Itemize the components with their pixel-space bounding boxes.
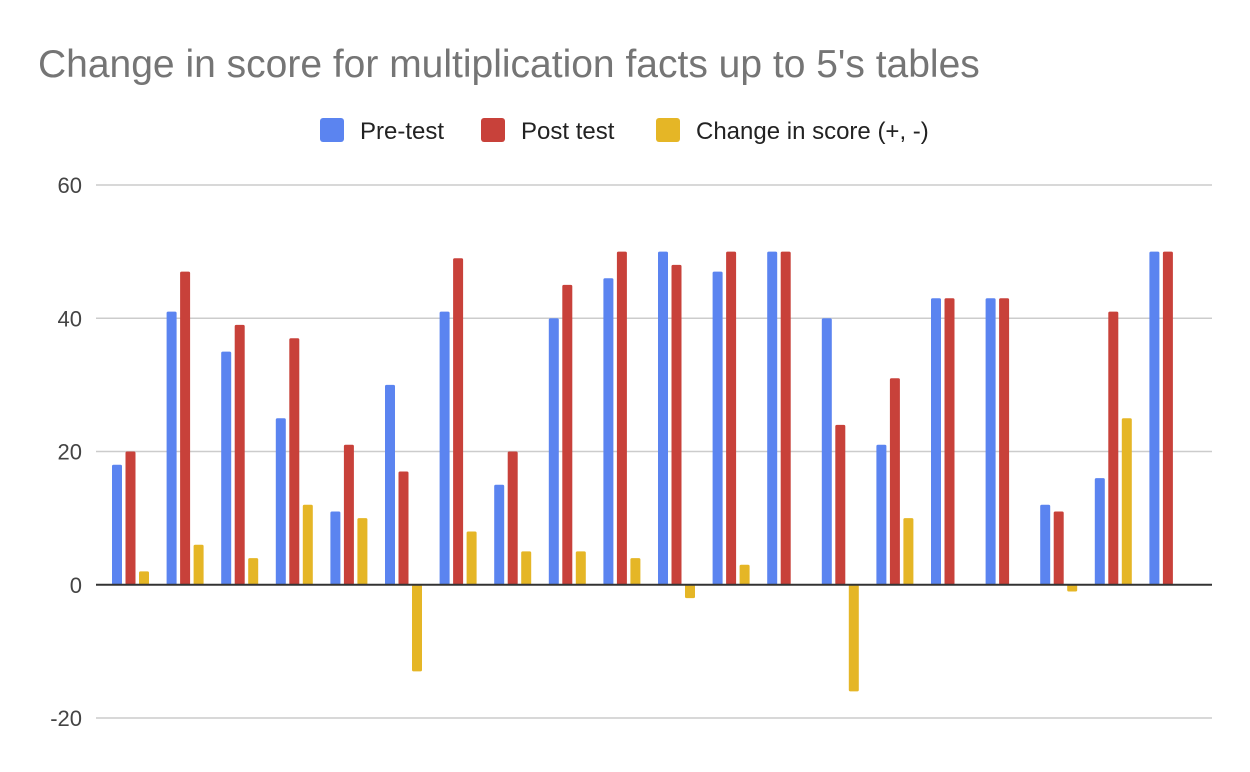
legend-item-1: Pre-test xyxy=(320,118,444,145)
bar-1-10 xyxy=(603,278,614,585)
bar-2-9 xyxy=(562,284,573,585)
legend-item-3: Change in score (+, -) xyxy=(656,118,929,145)
bar-1-20 xyxy=(1149,251,1160,585)
bar-2-3 xyxy=(234,324,245,585)
bar-1-2 xyxy=(166,311,177,585)
bar-1-3 xyxy=(221,351,232,585)
y-tick-label: 60 xyxy=(58,173,82,198)
bar-2-8 xyxy=(507,451,518,585)
legend-item-2: Post test xyxy=(481,118,615,145)
bar-3-11 xyxy=(685,584,695,599)
bar-3-15 xyxy=(903,518,914,585)
bar-3-12 xyxy=(739,564,750,585)
legend-label: Post test xyxy=(521,118,615,145)
bar-2-11 xyxy=(671,264,682,585)
y-tick-label: 0 xyxy=(70,573,82,598)
bar-1-15 xyxy=(876,444,887,585)
chart-title: Change in score for multiplication facts… xyxy=(38,43,980,86)
bar-1-16 xyxy=(931,298,941,585)
bar-1-19 xyxy=(1094,478,1105,585)
bar-3-4 xyxy=(302,504,313,585)
bar-1-13 xyxy=(767,251,778,585)
y-axis-ticks: 60 40 20 0 -20 xyxy=(50,173,82,731)
bar-2-15 xyxy=(889,378,900,585)
bar-2-5 xyxy=(343,444,354,585)
y-tick-label: 40 xyxy=(58,306,82,331)
bar-1-14 xyxy=(821,318,832,585)
bar-3-1 xyxy=(139,571,149,585)
bar-1-9 xyxy=(548,318,559,585)
bar-2-6 xyxy=(398,471,409,585)
gridlines xyxy=(96,184,1212,719)
bar-1-8 xyxy=(494,484,505,585)
bar-3-9 xyxy=(575,551,586,585)
legend-label: Pre-test xyxy=(360,118,444,145)
bar-3-18 xyxy=(1067,584,1078,592)
bar-1-1 xyxy=(112,464,122,585)
bar-1-12 xyxy=(712,271,723,585)
bar-2-7 xyxy=(453,258,464,585)
bar-2-12 xyxy=(726,251,737,585)
bar-2-10 xyxy=(616,251,627,585)
bar-3-10 xyxy=(630,558,641,585)
bar-2-13 xyxy=(780,251,791,585)
bar-2-17 xyxy=(999,298,1010,585)
bar-3-8 xyxy=(521,551,532,585)
bar-3-2 xyxy=(193,544,204,585)
bar-1-11 xyxy=(658,251,668,585)
bar-1-4 xyxy=(275,418,286,585)
bar-3-14 xyxy=(848,584,859,692)
bar-1-7 xyxy=(439,311,450,585)
bar-3-6 xyxy=(412,584,422,672)
bars xyxy=(112,251,1173,692)
bar-1-5 xyxy=(330,511,341,585)
bar-3-5 xyxy=(357,518,368,585)
bar-2-2 xyxy=(180,271,191,585)
bar-1-6 xyxy=(385,384,395,585)
y-tick-label: -20 xyxy=(50,706,82,731)
bar-3-3 xyxy=(248,558,259,585)
bar-1-18 xyxy=(1040,504,1051,585)
legend-swatch xyxy=(481,118,505,142)
bar-3-19 xyxy=(1121,418,1132,585)
legend-swatch xyxy=(656,118,680,142)
legend-swatch xyxy=(320,118,344,142)
y-tick-label: 20 xyxy=(58,440,82,465)
bar-1-17 xyxy=(985,298,996,585)
bar-2-14 xyxy=(835,424,846,585)
legend-label: Change in score (+, -) xyxy=(696,118,929,145)
bar-2-16 xyxy=(944,298,955,585)
bar-2-18 xyxy=(1053,511,1064,585)
bar-2-4 xyxy=(289,338,300,585)
bar-3-7 xyxy=(466,531,477,585)
bar-2-19 xyxy=(1108,311,1119,585)
bar-2-1 xyxy=(125,451,136,585)
bar-2-20 xyxy=(1162,251,1173,585)
chart-legend: Pre-test Post test Change in score (+, -) xyxy=(320,118,929,145)
